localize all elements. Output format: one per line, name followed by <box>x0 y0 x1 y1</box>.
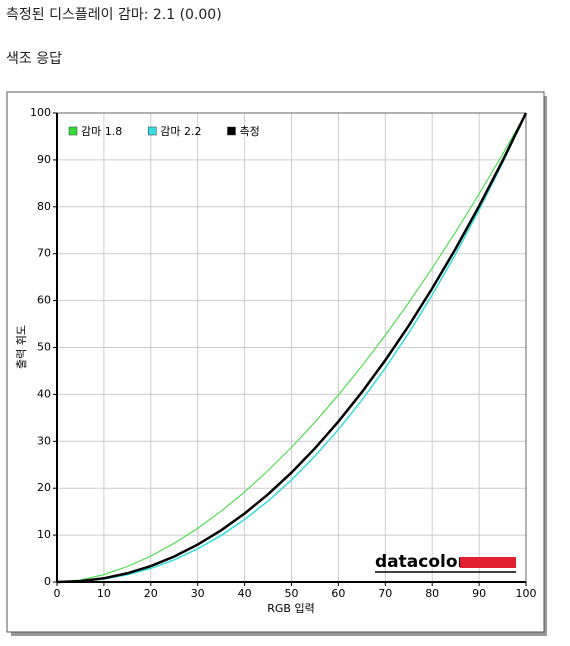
x-tick-label: 90 <box>472 587 486 600</box>
y-tick-label: 10 <box>37 528 51 541</box>
series-line <box>56 112 527 583</box>
x-tick-label: 80 <box>425 587 439 600</box>
y-tick-label: 50 <box>37 341 51 354</box>
x-tick-label: 0 <box>54 587 61 600</box>
legend-label: 감마 1.8 <box>81 125 122 138</box>
x-tick-label: 60 <box>331 587 345 600</box>
y-tick-label: 0 <box>44 575 51 588</box>
frame <box>6 91 545 633</box>
y-tick-label: 70 <box>37 247 51 260</box>
series-line <box>56 112 527 583</box>
x-axis-label: RGB 입력 <box>267 602 314 615</box>
legend-label: 측정 <box>239 125 259 138</box>
logo-text: datacolor <box>375 552 467 572</box>
x-tick-label: 100 <box>516 587 537 600</box>
legend-label: 감마 2.2 <box>160 125 201 138</box>
y-tick-label: 30 <box>37 434 51 447</box>
legend-swatch <box>68 126 78 136</box>
plot-border <box>56 112 527 583</box>
y-tick-label: 90 <box>37 153 51 166</box>
x-tick-label: 70 <box>378 587 392 600</box>
x-tick-label: 30 <box>191 587 205 600</box>
x-tick-label: 40 <box>238 587 252 600</box>
x-tick-label: 10 <box>97 587 111 600</box>
y-tick-label: 20 <box>37 481 51 494</box>
legend-swatch <box>147 126 157 136</box>
y-tick-label: 40 <box>37 387 51 400</box>
x-tick-label: 50 <box>285 587 299 600</box>
logo-bar <box>460 557 516 568</box>
gamma-heading: 측정된 디스플레이 감마: 2.1 (0.00) <box>6 7 222 23</box>
y-tick-label: 100 <box>30 106 51 119</box>
x-tick-label: 20 <box>144 587 158 600</box>
series-line <box>56 112 528 584</box>
section-heading: 색조 응답 <box>6 51 62 67</box>
legend-swatch <box>227 126 236 136</box>
y-tick-label: 60 <box>37 294 51 307</box>
y-axis-label: 출력 휘도 <box>15 325 28 369</box>
y-tick-label: 80 <box>37 200 51 213</box>
